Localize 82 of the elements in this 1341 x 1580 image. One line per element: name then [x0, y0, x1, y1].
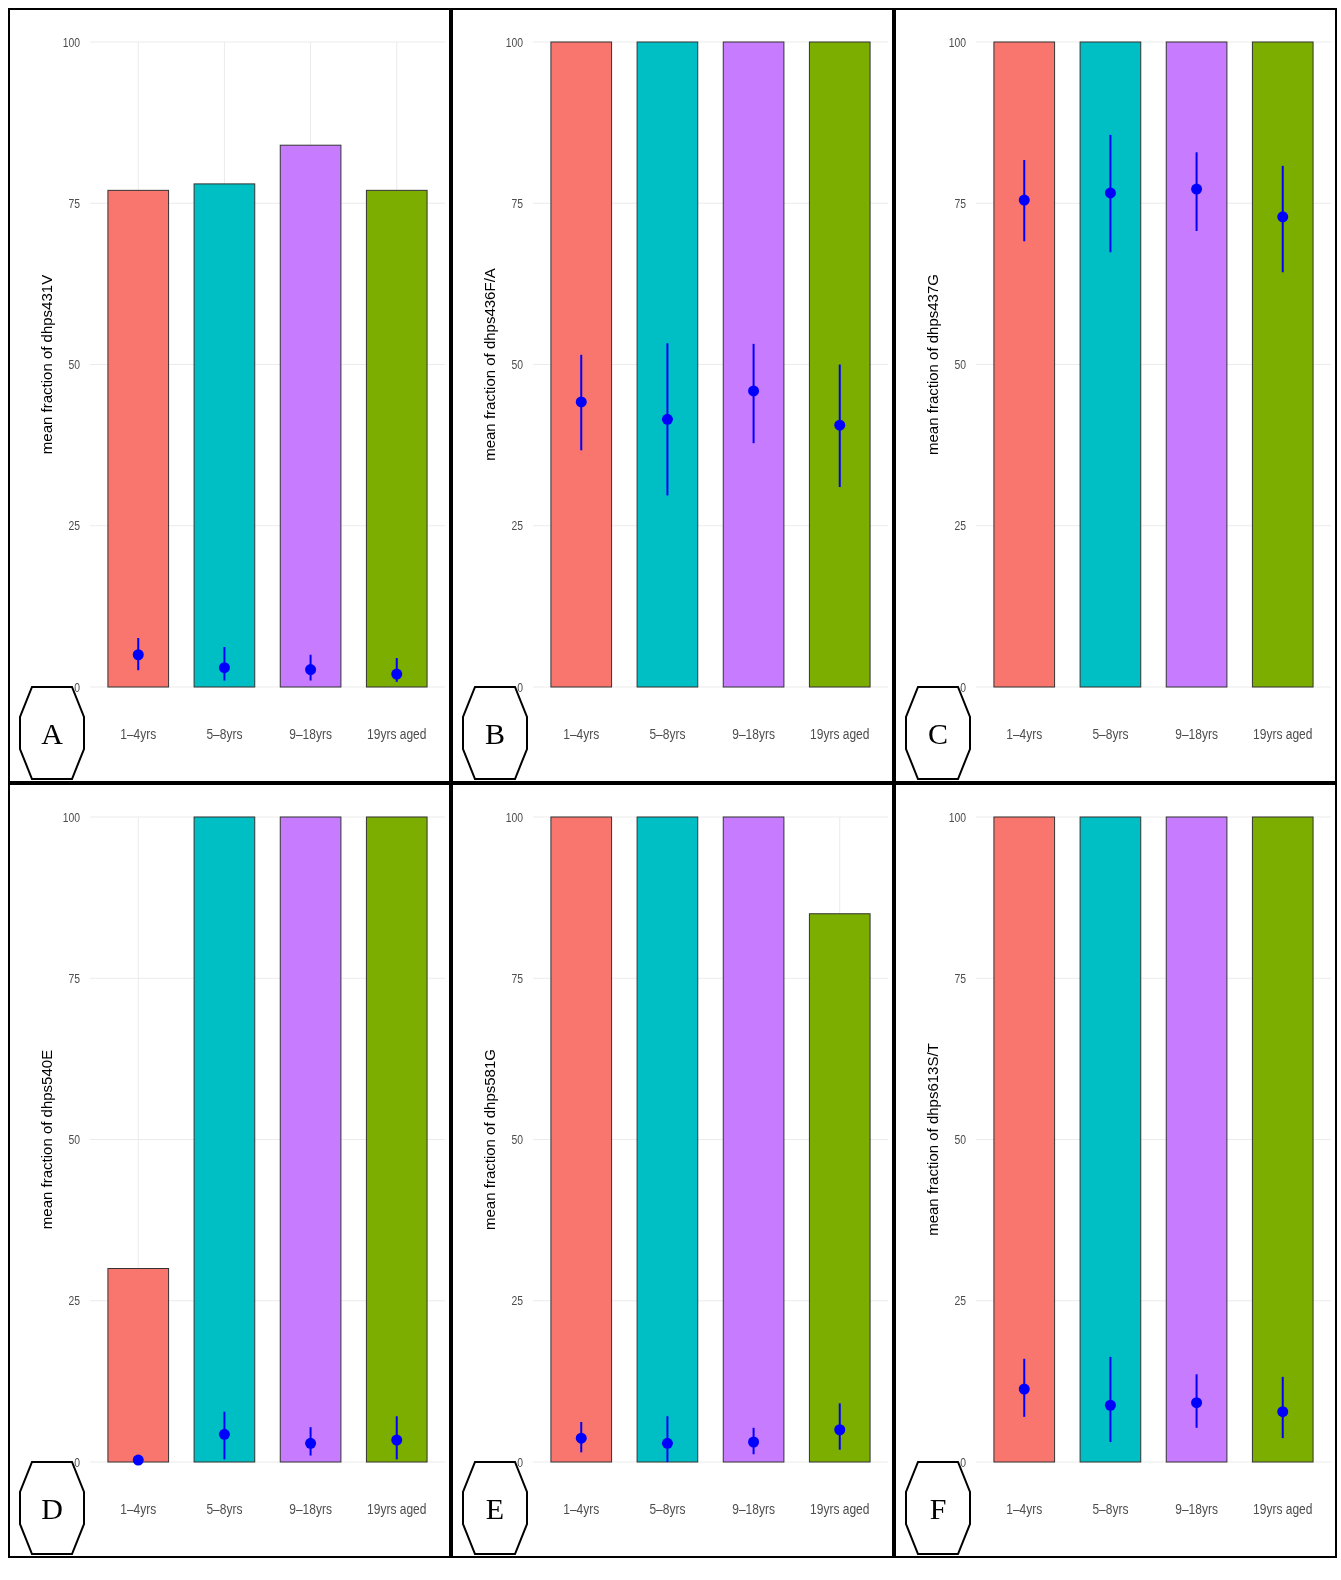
y-axis-title: mean fraction of dhps431V [38, 274, 55, 455]
y-tick-label: 50 [68, 356, 81, 372]
y-axis-title: mean fraction of dhps540E [38, 1049, 55, 1230]
x-tick-label: 5–8yrs [206, 725, 243, 743]
x-tick-label: 9–18yrs [289, 1500, 333, 1518]
bar [279, 144, 342, 688]
y-tick-label: 0 [74, 679, 81, 694]
point [834, 419, 846, 431]
x-tick-label: 5–8yrs [1092, 1500, 1129, 1518]
x-tick-label: 19yrs aged [810, 725, 870, 743]
point [1277, 211, 1289, 223]
bar [193, 183, 256, 688]
y-tick-label: 100 [948, 34, 967, 49]
point [391, 1434, 403, 1446]
x-tick-label: 9–18yrs [732, 1500, 776, 1518]
y-axis-title: mean fraction of dhps613S/T [924, 1043, 941, 1236]
x-tick-label: 19yrs aged [810, 1500, 870, 1518]
point [218, 1428, 230, 1440]
y-tick-label: 0 [74, 1454, 81, 1469]
y-tick-label: 25 [511, 1293, 524, 1308]
y-tick-label: 0 [517, 1454, 524, 1469]
x-tick-label: 1–4yrs [563, 1500, 600, 1518]
x-tick-label: 5–8yrs [649, 1500, 686, 1518]
y-tick-label: 100 [505, 809, 524, 824]
x-tick-label: 1–4yrs [563, 725, 600, 743]
text: C [927, 716, 949, 750]
y-tick-label: 25 [954, 518, 967, 533]
x-tick-label: 9–18yrs [1175, 1500, 1219, 1518]
y-tick-label: 25 [954, 1293, 967, 1308]
y-axis-title: mean fraction of dhps581G [481, 1049, 498, 1230]
x-tick-label: 5–8yrs [206, 1500, 243, 1518]
y-tick-label: 50 [954, 1131, 967, 1147]
x-tick-label: 1–4yrs [120, 725, 157, 743]
x-tick-label: 9–18yrs [1175, 725, 1219, 743]
x-tick-label: 19yrs aged [1253, 1500, 1313, 1518]
y-tick-label: 75 [954, 195, 967, 211]
x-tick-label: 19yrs aged [1253, 725, 1313, 743]
y-tick-label: 100 [62, 809, 81, 824]
x-tick-label: 9–18yrs [289, 725, 333, 743]
y-axis-title: mean fraction of dhps436F/A [481, 268, 498, 461]
x-tick-label: 19yrs aged [367, 725, 427, 743]
bar [365, 189, 428, 688]
text: E [485, 1491, 505, 1525]
x-tick-label: 5–8yrs [649, 725, 686, 743]
text: F [929, 1491, 947, 1525]
y-tick-label: 25 [68, 518, 81, 533]
point [748, 385, 760, 397]
point [661, 413, 673, 425]
y-tick-label: 75 [68, 195, 81, 211]
point [305, 1437, 317, 1449]
y-tick-label: 100 [505, 34, 524, 49]
y-tick-label: 50 [954, 356, 967, 372]
y-tick-label: 50 [511, 1131, 524, 1147]
y-tick-label: 0 [517, 679, 524, 694]
y-tick-label: 75 [954, 970, 967, 986]
y-tick-label: 0 [960, 679, 967, 694]
text: A [41, 716, 64, 750]
y-tick-label: 50 [68, 1131, 81, 1147]
text: D [41, 1491, 63, 1525]
y-tick-label: 25 [68, 1293, 81, 1308]
x-tick-label: 1–4yrs [1006, 725, 1043, 743]
point [1104, 187, 1116, 199]
y-tick-label: 75 [511, 970, 524, 986]
y-tick-label: 0 [960, 1454, 967, 1469]
point [1018, 194, 1030, 206]
y-tick-label: 100 [62, 34, 81, 49]
y-tick-label: 75 [68, 970, 81, 986]
bar [107, 189, 170, 688]
x-tick-label: 19yrs aged [367, 1500, 427, 1518]
text: B [484, 716, 506, 750]
x-tick-label: 5–8yrs [1092, 725, 1129, 743]
y-tick-label: 100 [948, 809, 967, 824]
point [575, 396, 587, 408]
point [132, 1454, 144, 1466]
point [1191, 183, 1203, 195]
x-tick-label: 1–4yrs [120, 1500, 157, 1518]
x-tick-label: 1–4yrs [1006, 1500, 1043, 1518]
y-tick-label: 75 [511, 195, 524, 211]
y-tick-label: 25 [511, 518, 524, 533]
y-axis-title: mean fraction of dhps437G [924, 274, 941, 455]
x-tick-label: 9–18yrs [732, 725, 776, 743]
y-tick-label: 50 [511, 356, 524, 372]
